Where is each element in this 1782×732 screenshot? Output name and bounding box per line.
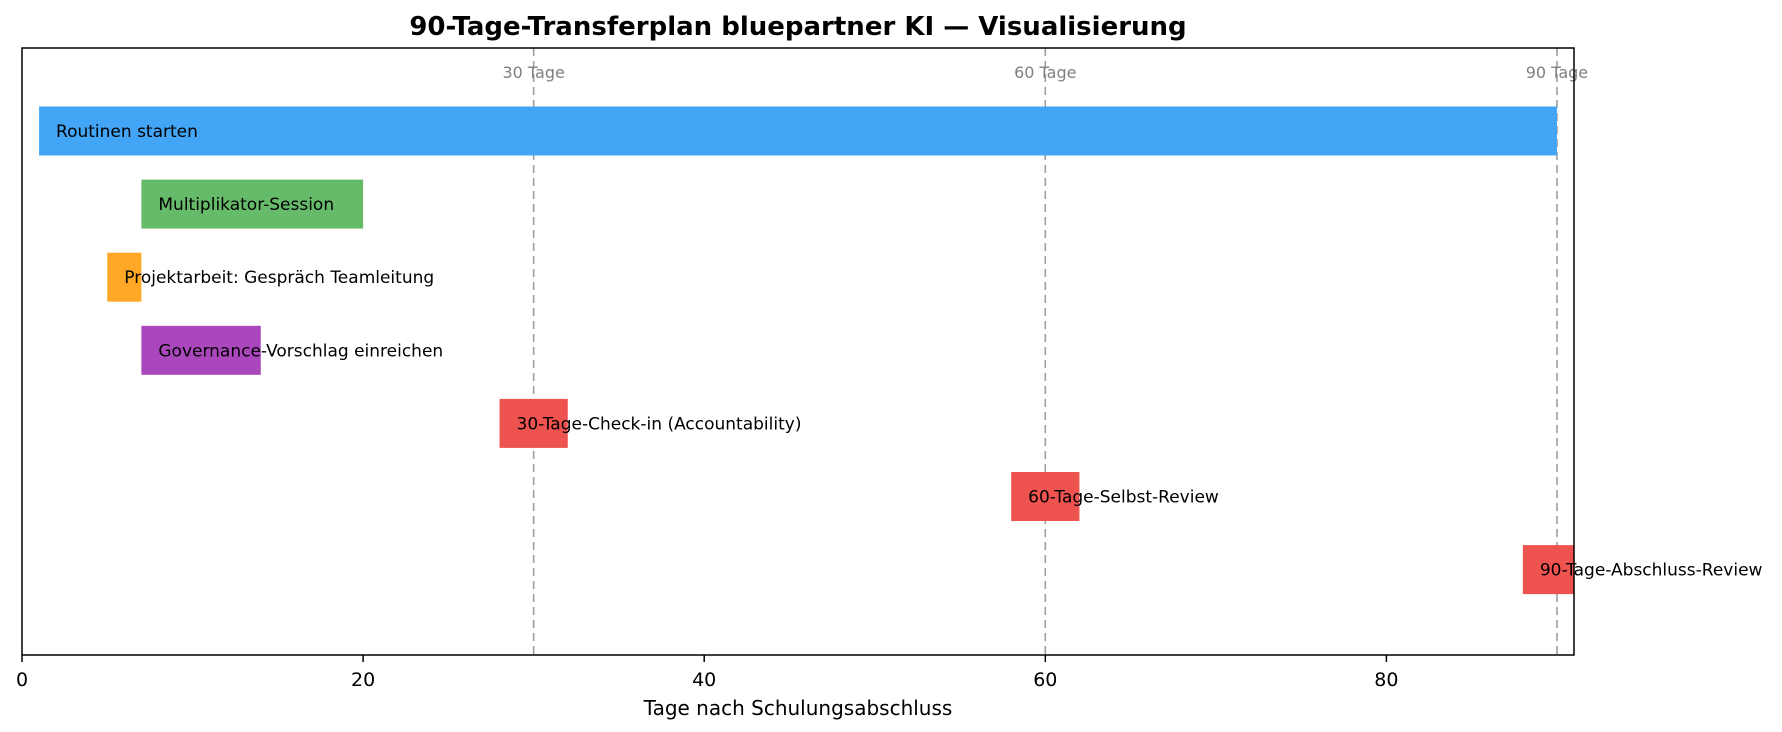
task-label: Multiplikator-Session xyxy=(158,195,334,215)
chart-title: 90-Tage-Transferplan bluepartner KI — Vi… xyxy=(409,12,1186,42)
task-label: 60-Tage-Selbst-Review xyxy=(1028,488,1219,508)
x-tick-label: 40 xyxy=(692,669,716,691)
task-bar xyxy=(1011,472,1080,521)
plot-frame xyxy=(21,47,1575,656)
x-tick-label: 60 xyxy=(1033,669,1057,691)
reference-line-label-60: 60 Tage xyxy=(1014,63,1076,82)
task-label: Routinen starten xyxy=(56,122,198,142)
task-bar xyxy=(39,106,1557,156)
task-label: 30-Tage-Check-in (Accountability) xyxy=(517,414,802,434)
x-tick-label: 80 xyxy=(1374,669,1398,691)
task-bar xyxy=(499,398,568,448)
reference-line-label-30: 30 Tage xyxy=(502,63,564,82)
task-bar xyxy=(1522,545,1574,595)
reference-line-label-90: 90 Tage xyxy=(1526,63,1588,82)
bars-group xyxy=(39,106,1574,595)
x-axis-label: Tage nach Schulungsabschluss xyxy=(643,696,953,720)
task-label: Governance-Vorschlag einreichen xyxy=(158,341,443,361)
task-bar xyxy=(107,252,142,302)
task-bar xyxy=(141,179,364,229)
bar-labels-group: Routinen starten Multiplikator-Session Pro… xyxy=(56,122,1762,581)
x-tick-label: 0 xyxy=(16,669,28,691)
x-tick-label: 20 xyxy=(351,669,375,691)
task-label: Projektarbeit: Gespräch Teamleitung xyxy=(124,268,434,288)
task-bar xyxy=(141,325,261,375)
task-label: 90-Tage-Abschluss-Review xyxy=(1540,561,1763,581)
reference-lines: 30 Tage 60 Tage 90 Tage xyxy=(502,48,1588,655)
x-axis-ticks: 0 20 40 60 80 xyxy=(16,655,1398,691)
